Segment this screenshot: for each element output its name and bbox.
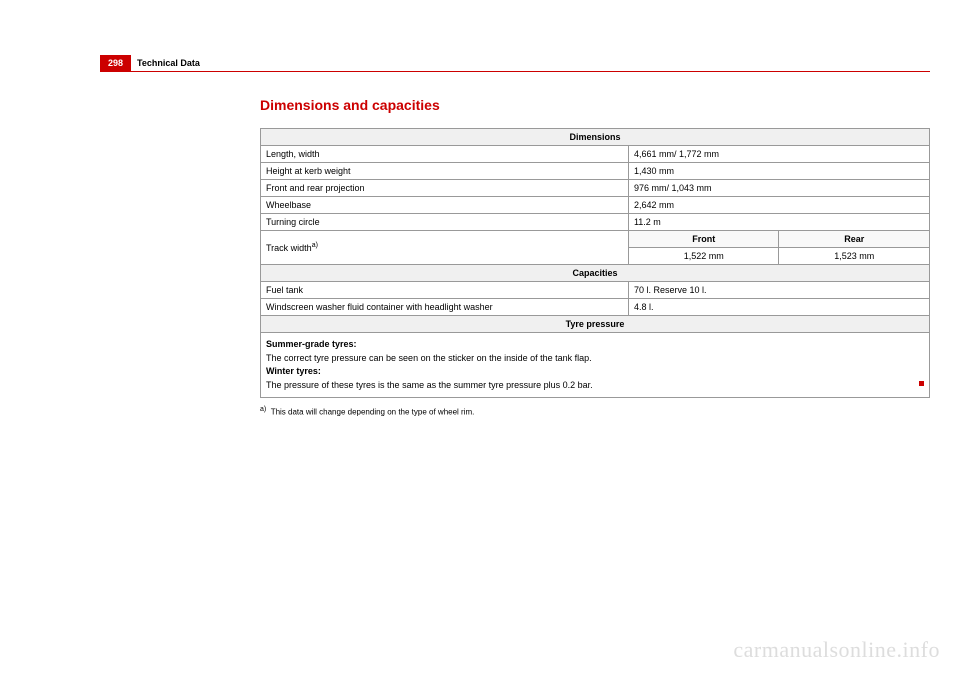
dim-label: Front and rear projection	[261, 180, 629, 197]
tyre-pressure-info: Summer-grade tyres: The correct tyre pre…	[261, 333, 930, 398]
watermark: carmanualsonline.info	[733, 637, 940, 663]
table-row: Length, width4,661 mm/ 1,772 mm	[261, 146, 930, 163]
section-name: Technical Data	[131, 55, 206, 71]
dim-label: Turning circle	[261, 214, 629, 231]
table-row: Wheelbase2,642 mm	[261, 197, 930, 214]
table-row: Height at kerb weight1,430 mm	[261, 163, 930, 180]
page-header: 298 Technical Data	[0, 0, 960, 72]
section-title: Dimensions and capacities	[260, 97, 930, 113]
cap-value: 4.8 l.	[628, 299, 929, 316]
cap-label: Fuel tank	[261, 282, 629, 299]
dimensions-header: Dimensions	[261, 129, 930, 146]
dim-label: Wheelbase	[261, 197, 629, 214]
end-marker-icon	[919, 381, 924, 386]
dim-label: Length, width	[261, 146, 629, 163]
rear-value: 1,523 mm	[779, 248, 930, 265]
cap-label: Windscreen washer fluid container with h…	[261, 299, 629, 316]
cap-value: 70 l. Reserve 10 l.	[628, 282, 929, 299]
rear-header: Rear	[779, 231, 930, 248]
dim-value: 2,642 mm	[628, 197, 929, 214]
dim-value: 11.2 m	[628, 214, 929, 231]
dim-label: Height at kerb weight	[261, 163, 629, 180]
page-number: 298	[100, 55, 131, 71]
table-row: Track widtha) Front Rear	[261, 231, 930, 248]
table-row: Windscreen washer fluid container with h…	[261, 299, 930, 316]
table-row: Turning circle11.2 m	[261, 214, 930, 231]
specs-table: Dimensions Length, width4,661 mm/ 1,772 …	[260, 128, 930, 398]
tyre-pressure-header: Tyre pressure	[261, 316, 930, 333]
capacities-header: Capacities	[261, 265, 930, 282]
track-width-label: Track widtha)	[261, 231, 629, 265]
front-value: 1,522 mm	[628, 248, 779, 265]
table-row: Front and rear projection976 mm/ 1,043 m…	[261, 180, 930, 197]
dim-value: 1,430 mm	[628, 163, 929, 180]
front-header: Front	[628, 231, 779, 248]
table-row: Fuel tank70 l. Reserve 10 l.	[261, 282, 930, 299]
dim-value: 4,661 mm/ 1,772 mm	[628, 146, 929, 163]
footnote: a) This data will change depending on th…	[260, 398, 930, 417]
table-row: Summer-grade tyres: The correct tyre pre…	[261, 333, 930, 398]
dim-value: 976 mm/ 1,043 mm	[628, 180, 929, 197]
